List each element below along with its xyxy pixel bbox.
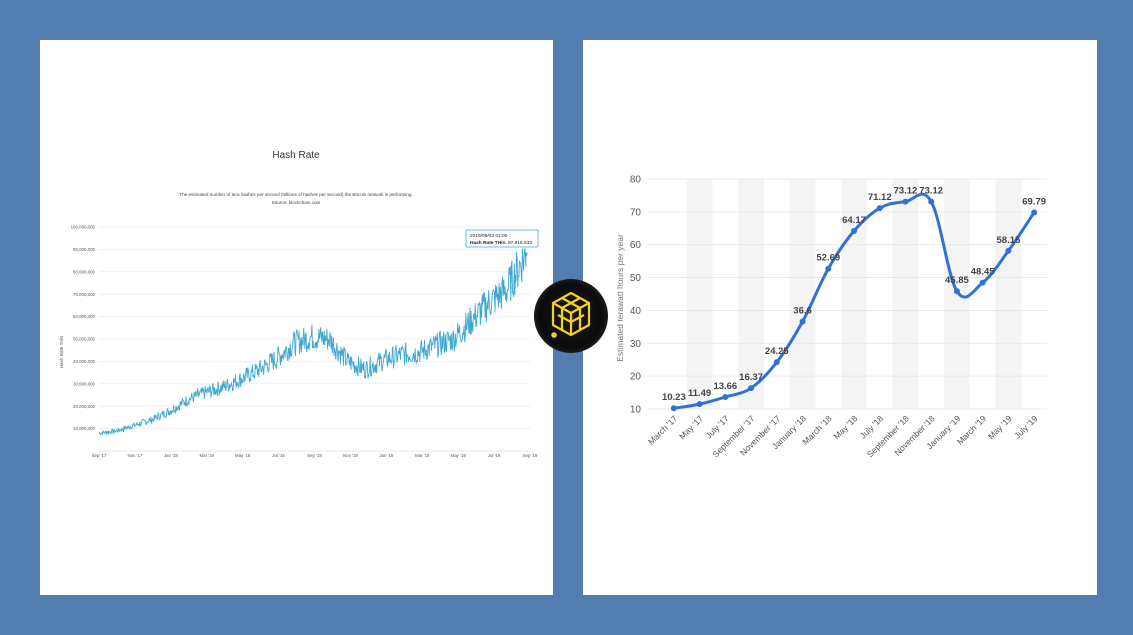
y-tick-label: 20 [630,372,642,383]
x-tick-label: March '17 [646,413,679,446]
column-band [686,179,713,409]
data-label: 69.79 [1022,197,1046,208]
x-tick-label: Mar '19 [415,453,430,458]
chart-source: Source: blockchain.com [272,200,321,205]
y-tick-label: 10,000,000 [73,426,96,431]
column-band [892,179,919,409]
data-point [1031,209,1038,216]
hash-y-ticks: 10,000,000 20,000,000 30,000,000 40,000,000… [71,225,96,432]
chart-title: Hash Rate [272,150,320,161]
y-tick-label: 40 [630,306,642,317]
energy-points [670,198,1038,412]
hash-rate-series [98,248,527,436]
data-label: 45.85 [945,275,969,286]
tooltip-value: 87,818,533 [508,240,532,246]
y-tick-label: 100,000,000 [71,225,96,230]
data-label: 16.37 [739,372,763,383]
x-tick-label: July '19 [1012,413,1039,440]
data-point [876,205,883,212]
column-band [789,179,816,409]
data-point [825,265,832,272]
data-label: 71.12 [868,192,892,203]
data-label: 73.12 [919,186,943,197]
y-tick-label: 90,000,000 [73,247,96,252]
y-tick-label: 50,000,000 [73,337,96,342]
y-axis-label: Estimated terawatt hours per year [615,234,625,362]
y-tick-label: 30,000,000 [73,381,96,386]
x-tick-label: Nov '17 [128,453,143,458]
data-point [670,405,677,412]
hover-marker [524,252,528,256]
energy-y-ticks: 10 20 30 40 50 60 70 80 [630,175,642,416]
y-tick-label: 20,000,000 [73,404,96,409]
y-tick-label: 80,000,000 [73,269,96,274]
data-point [979,279,986,286]
x-tick-label: May '17 [677,413,705,441]
data-point [773,359,780,366]
y-tick-label: 60 [630,240,642,251]
data-point [902,198,909,205]
data-point [851,228,857,235]
data-label: 52.69 [816,253,840,264]
energy-panel: 10 20 30 40 50 60 70 80 March '17 May '17 July '1… [583,40,1097,595]
hash-rate-chart: Hash Rate The estimated number of tera h… [59,150,539,458]
data-label: 58.15 [997,235,1021,246]
data-point [928,198,935,205]
data-label: 48.45 [971,267,995,278]
cube-logo-icon [534,279,608,353]
tooltip: 2019/09/03 01:00 Hash Rate TH/s: 87,818,… [465,229,539,248]
data-point [696,401,703,408]
x-tick-label: Sep '17 [92,453,107,458]
hash-grid [99,226,530,452]
data-label: 13.66 [713,381,737,392]
column-band [841,179,867,409]
y-axis-label: Hash Rate TH/s [59,335,64,368]
x-tick-label: Sep '19 [523,453,538,458]
x-tick-label: Mar '18 [199,453,214,458]
data-point [748,385,755,392]
x-tick-label: May '18 [235,453,251,458]
x-tick-label: Jan '19 [379,453,394,458]
x-tick-label: Jul '19 [488,453,501,458]
data-label: 64.17 [842,215,866,226]
x-tick-label: Sep '18 [307,453,322,458]
data-label: 24.25 [765,346,789,357]
column-band [738,179,764,409]
y-tick-label: 70 [630,207,642,218]
chart-subtitle: The estimated number of tera hashes per … [179,192,412,197]
tooltip-date: 2019/09/03 01:00 [470,233,508,239]
x-tick-label: May '19 [986,413,1014,441]
y-tick-label: 40,000,000 [73,359,96,364]
hash-x-ticks: Sep '17 Nov '17 Jan '18 Mar '18 May '18 Jul '… [92,453,538,458]
x-tick-label: Jul '18 [272,453,285,458]
hash-rate-panel: Hash Rate The estimated number of tera h… [40,40,553,595]
data-label: 36.6 [793,306,812,317]
tooltip-label: Hash Rate TH/s: [470,240,507,246]
data-label: 10.23 [662,392,686,403]
energy-grid [647,178,1047,410]
data-label: 73.12 [894,186,918,197]
y-tick-label: 30 [630,339,642,350]
data-point [799,318,806,325]
y-tick-label: 10 [630,405,642,416]
data-point [1005,247,1012,254]
y-tick-label: 70,000,000 [73,292,96,297]
data-label: 11.49 [688,388,711,399]
data-point [953,288,960,295]
y-tick-label: 50 [630,273,642,284]
column-band [995,179,1022,409]
y-tick-label: 80 [630,175,642,186]
y-tick-label: 60,000,000 [73,314,96,319]
x-tick-label: Jan '18 [164,453,179,458]
x-tick-label: May '19 [451,453,467,458]
data-point [722,393,729,400]
x-tick-label: Nov '18 [343,453,358,458]
x-tick-label: May '18 [831,413,859,441]
